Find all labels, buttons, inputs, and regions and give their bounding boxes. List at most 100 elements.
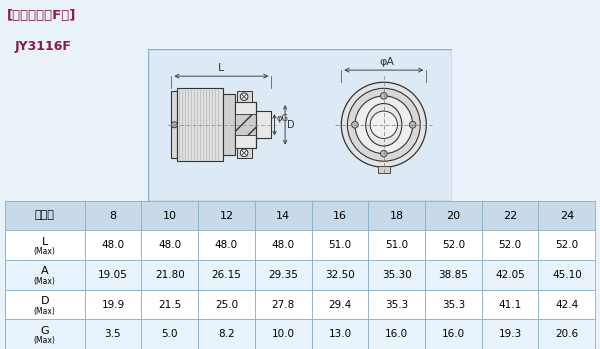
Bar [538,201,595,230]
Bar [142,290,198,319]
Bar [482,201,538,230]
Text: 3.5: 3.5 [104,329,121,339]
Text: JY3116F: JY3116F [15,40,72,53]
Bar [311,260,368,290]
Bar [368,290,425,319]
Bar [235,114,256,135]
Bar [198,201,255,230]
Circle shape [380,150,387,157]
Text: 16.0: 16.0 [442,329,465,339]
Text: (Max): (Max) [34,247,56,256]
Circle shape [352,121,358,128]
Text: 22: 22 [503,210,517,221]
Bar [5,230,85,260]
Text: 16: 16 [333,210,347,221]
Bar [378,166,390,173]
Circle shape [241,93,248,101]
Circle shape [409,121,416,128]
Bar [368,230,425,260]
Text: 10.0: 10.0 [272,329,295,339]
Text: 20.6: 20.6 [555,329,578,339]
Text: A: A [41,266,49,276]
Bar [311,230,368,260]
Bar [255,290,311,319]
Circle shape [347,88,420,161]
Text: 52.0: 52.0 [555,240,578,250]
Text: L: L [218,63,224,73]
Ellipse shape [366,104,402,146]
Bar [368,319,425,349]
Text: 35.3: 35.3 [442,299,465,310]
Bar [5,319,85,349]
Text: 26.15: 26.15 [211,270,241,280]
Bar [425,319,482,349]
Text: 48.0: 48.0 [101,240,125,250]
Text: φA: φA [379,57,394,67]
Circle shape [380,92,387,99]
Text: 19.05: 19.05 [98,270,128,280]
Bar [368,260,425,290]
Bar [198,319,255,349]
Text: 42.4: 42.4 [555,299,578,310]
Circle shape [241,149,248,157]
Bar [482,319,538,349]
Text: 16.0: 16.0 [385,329,408,339]
Bar [538,260,595,290]
Bar [482,230,538,260]
Bar [171,91,178,158]
Text: 19.9: 19.9 [101,299,125,310]
Text: L: L [41,237,48,247]
Text: 35.30: 35.30 [382,270,412,280]
Text: 48.0: 48.0 [215,240,238,250]
Text: [直式插头、F类]: [直式插头、F类] [7,9,77,22]
Text: 21.80: 21.80 [155,270,185,280]
Bar [235,102,256,148]
Text: 48.0: 48.0 [158,240,181,250]
Text: 12: 12 [220,210,233,221]
Text: 5.0: 5.0 [161,329,178,339]
Bar [425,201,482,230]
Text: 20: 20 [446,210,460,221]
Bar [482,260,538,290]
Text: 29.35: 29.35 [268,270,298,280]
Bar [236,91,252,102]
Circle shape [370,111,397,139]
Bar [5,260,85,290]
Bar [142,201,198,230]
Bar [85,201,142,230]
Bar [85,230,142,260]
Text: φG: φG [276,114,288,123]
Text: 35.3: 35.3 [385,299,408,310]
Bar [425,230,482,260]
Circle shape [171,122,178,128]
Text: 32.50: 32.50 [325,270,355,280]
Bar [85,319,142,349]
Bar [425,260,482,290]
Text: 42.05: 42.05 [495,270,525,280]
Bar [236,148,252,158]
Bar [85,260,142,290]
Circle shape [341,82,427,167]
Bar [482,290,538,319]
Text: 14: 14 [276,210,290,221]
Text: 48.0: 48.0 [272,240,295,250]
Bar [85,290,142,319]
Text: 19.3: 19.3 [499,329,522,339]
Bar [198,290,255,319]
Bar [538,319,595,349]
Text: 13.0: 13.0 [328,329,352,339]
Text: 52.0: 52.0 [442,240,465,250]
Text: 25.0: 25.0 [215,299,238,310]
Text: 8: 8 [109,210,116,221]
Text: 45.10: 45.10 [552,270,582,280]
Bar [223,95,235,155]
Text: (Max): (Max) [34,336,56,345]
Text: 壳体号: 壳体号 [35,210,55,221]
Bar [425,290,482,319]
Bar [142,319,198,349]
Bar [311,201,368,230]
Text: 24: 24 [560,210,574,221]
Circle shape [355,96,413,154]
Bar [142,260,198,290]
Text: (Max): (Max) [34,277,56,286]
